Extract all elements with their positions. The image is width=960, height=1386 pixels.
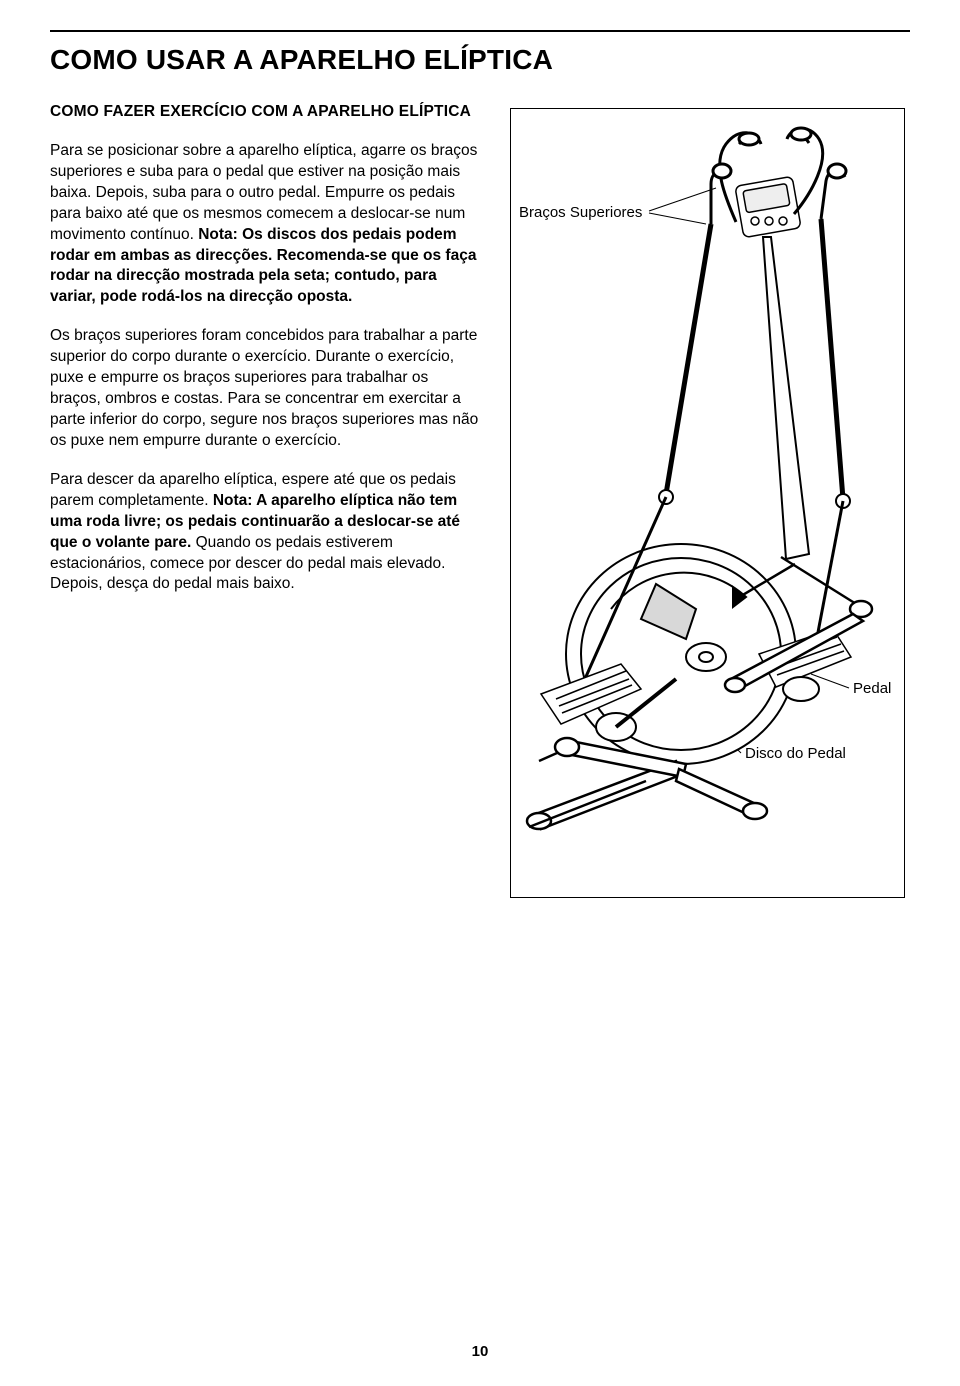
paragraph-3: Para descer da aparelho elíptica, espere…: [50, 470, 480, 596]
text-column: COMO FAZER EXERCÍCIO COM A APARELHO ELÍP…: [50, 102, 480, 613]
page-title: COMO USAR A APARELHO ELÍPTICA: [50, 44, 910, 76]
label-pedal-disc: Disco do Pedal: [745, 745, 846, 762]
paragraph-2: Os braços superiores foram concebidos pa…: [50, 326, 480, 452]
manual-page: COMO USAR A APARELHO ELÍPTICA COMO FAZER…: [0, 0, 960, 1386]
page-number: 10: [0, 1343, 960, 1360]
top-rule: [50, 30, 910, 32]
paragraph-1: Para se posicionar sobre a aparelho elíp…: [50, 141, 480, 308]
elliptical-svg: [511, 109, 904, 897]
elliptical-figure: Braços Superiores Pedal Disco do Pedal: [510, 108, 905, 898]
two-column-layout: COMO FAZER EXERCÍCIO COM A APARELHO ELÍP…: [50, 102, 910, 898]
section-heading: COMO FAZER EXERCÍCIO COM A APARELHO ELÍP…: [50, 102, 480, 123]
label-upper-arms: Braços Superiores: [519, 204, 642, 221]
figure-column: Braços Superiores Pedal Disco do Pedal: [510, 102, 910, 898]
label-pedal: Pedal: [853, 680, 891, 697]
